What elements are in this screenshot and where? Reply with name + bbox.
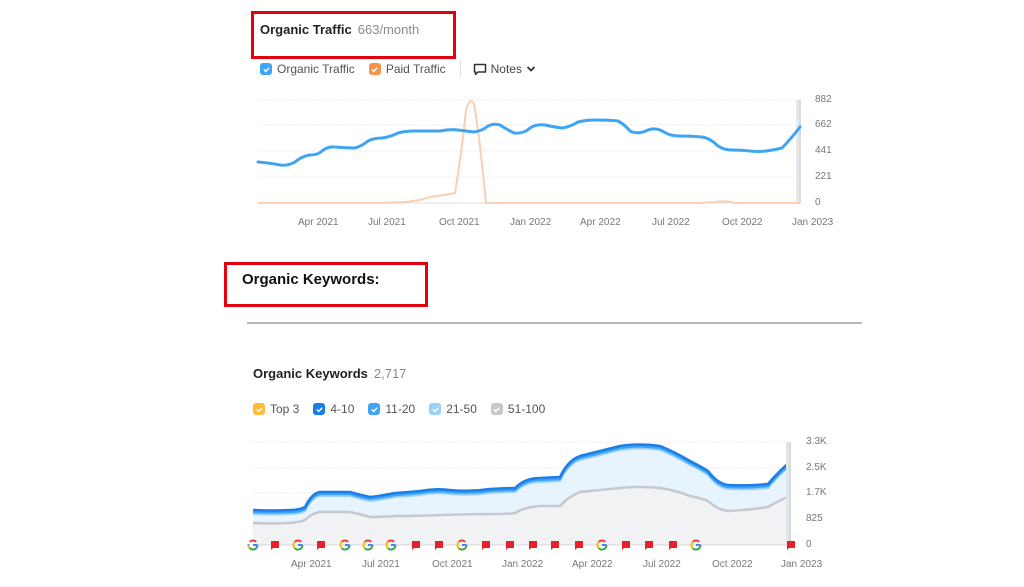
keywords-x-tick: Jul 2021: [362, 559, 400, 570]
legend-label: Top 3: [270, 402, 300, 416]
flag-icon: [317, 541, 325, 550]
legend-label: Organic Traffic: [277, 62, 355, 76]
keywords-title: Organic Keywords: [253, 366, 368, 381]
traffic-y-tick: 882: [815, 94, 832, 105]
notes-label: Notes: [490, 62, 522, 76]
google-update-icon: [339, 539, 351, 551]
legend-51-100[interactable]: 51-100: [490, 402, 546, 416]
keywords-y-tick: 0: [806, 539, 812, 550]
notes-dropdown[interactable]: Notes: [473, 62, 536, 76]
chevron-down-icon: [526, 66, 536, 72]
traffic-gridlines: [258, 99, 800, 178]
keywords-x-tick: Jan 2022: [502, 559, 544, 570]
keywords-x-tick: Oct 2022: [712, 559, 753, 570]
legend-organic-traffic[interactable]: Organic Traffic: [260, 62, 355, 76]
traffic-x-tick: Jul 2022: [652, 217, 690, 228]
area-top-100-blue: [253, 444, 790, 524]
flag-icon: [435, 541, 443, 550]
legend-label: Paid Traffic: [385, 62, 446, 76]
traffic-y-tick: 221: [815, 171, 832, 182]
checkbox-icon[interactable]: [313, 403, 326, 415]
traffic-x-tick: Oct 2021: [439, 217, 480, 228]
google-update-icon: [247, 539, 259, 551]
google-update-icon: [596, 539, 608, 551]
flag-icon: [645, 541, 653, 550]
keywords-x-tick: Apr 2021: [291, 559, 332, 570]
traffic-x-tick: Jan 2022: [510, 217, 552, 228]
google-update-icon: [385, 539, 397, 551]
flag-icon: [506, 541, 514, 550]
traffic-y-tick: 662: [815, 119, 832, 130]
traffic-header: Organic Traffic 663/month: [260, 22, 419, 37]
comment-icon: [473, 63, 486, 75]
event-markers: [247, 539, 795, 551]
traffic-x-tick: Apr 2022: [580, 217, 621, 228]
keywords-gridlines: [253, 441, 790, 520]
flag-icon: [787, 541, 795, 550]
legend-label: 11-20: [385, 402, 416, 416]
keywords-y-tick: 2.5K: [806, 462, 827, 473]
flag-icon: [551, 541, 559, 550]
traffic-value: 663/month: [357, 22, 420, 37]
keywords-highlight-box: [224, 262, 428, 307]
section-heading: Organic Keywords:: [242, 271, 380, 288]
legend-paid-traffic[interactable]: Paid Traffic: [368, 62, 446, 76]
flag-icon: [575, 541, 583, 550]
google-update-icon: [690, 539, 702, 551]
line-11-20: [252, 445, 791, 514]
legend-4-10[interactable]: 4-10: [313, 402, 354, 416]
traffic-x-tick: Jul 2021: [368, 217, 406, 228]
traffic-y-tick: 441: [815, 145, 832, 156]
keywords-y-tick: 825: [806, 513, 823, 524]
keywords-x-tick: Apr 2022: [572, 559, 613, 570]
area-51-100: [253, 487, 790, 545]
traffic-x-tick: Jan 2023: [792, 217, 834, 228]
checkbox-icon[interactable]: [253, 403, 265, 415]
legend-label: 4-10: [330, 402, 355, 416]
legend-11-20[interactable]: 11-20: [368, 402, 415, 416]
checkbox-icon[interactable]: [260, 63, 272, 75]
checkbox-icon[interactable]: [368, 63, 381, 75]
line-51-100: [252, 485, 791, 525]
checkbox-icon[interactable]: [490, 403, 503, 415]
keywords-header: Organic Keywords 2,717: [253, 366, 406, 381]
keywords-value: 2,717: [373, 366, 407, 381]
keywords-y-tick: 3.3K: [806, 436, 827, 447]
flag-icon: [669, 541, 677, 550]
legend-separator: [459, 60, 461, 78]
line-21-50: [252, 447, 791, 516]
flag-icon: [412, 541, 420, 550]
keywords-x-tick: Oct 2021: [432, 559, 473, 570]
traffic-title: Organic Traffic: [260, 22, 352, 37]
legend-top-3[interactable]: Top 3: [253, 402, 299, 416]
keywords-legend: Top 3 4-10 11-20 21-50 51-100: [253, 402, 559, 416]
google-update-icon: [292, 539, 304, 551]
line-4-10: [252, 443, 791, 512]
legend-21-50[interactable]: 21-50: [429, 402, 477, 416]
organic-traffic-line: [256, 118, 802, 167]
google-update-icon: [456, 539, 468, 551]
legend-label: 21-50: [446, 402, 477, 416]
traffic-x-tick: Oct 2022: [722, 217, 763, 228]
checkbox-icon[interactable]: [429, 403, 442, 415]
traffic-legend: Organic Traffic Paid Traffic Notes: [260, 60, 536, 78]
section-divider: [247, 322, 862, 324]
flag-icon: [271, 541, 279, 550]
traffic-x-tick: Apr 2021: [298, 217, 339, 228]
traffic-y-tick: 0: [815, 197, 821, 208]
traffic-highlight-box: [251, 11, 456, 59]
legend-label: 51-100: [507, 402, 546, 416]
keywords-x-tick: Jul 2022: [643, 559, 681, 570]
google-update-icon: [362, 539, 374, 551]
keywords-x-tick: Jan 2023: [781, 559, 823, 570]
flag-icon: [529, 541, 537, 550]
flag-icon: [622, 541, 630, 550]
paid-traffic-line: [258, 100, 800, 204]
checkbox-icon[interactable]: [368, 403, 381, 415]
keywords-y-tick: 1.7K: [806, 487, 827, 498]
flag-icon: [482, 541, 490, 550]
